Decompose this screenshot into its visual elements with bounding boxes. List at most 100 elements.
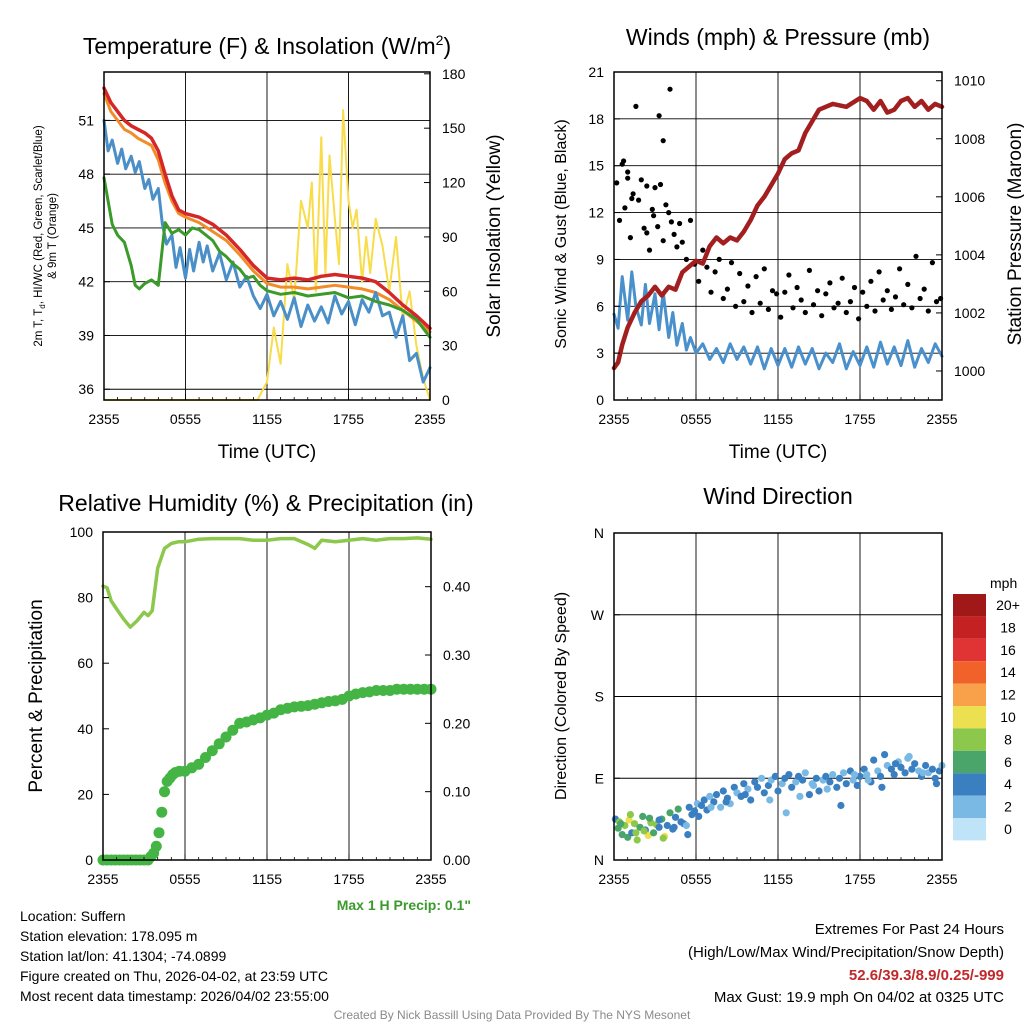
wind-direction-point [778, 780, 786, 788]
colorbar-label: 14 [1000, 664, 1016, 680]
y-tick-label: 100 [70, 524, 94, 540]
x-tick-label: 1155 [252, 871, 282, 887]
gust-point [663, 202, 669, 208]
y-tick-label: N [594, 852, 604, 868]
precip-point [159, 786, 170, 798]
gust-point [765, 306, 772, 312]
y2-tick-label: 120 [442, 175, 466, 191]
wind-direction-ticks: 2355 0555 1155 1755 2355 N E S W N [591, 525, 958, 887]
wind-direction-point [829, 771, 837, 779]
temp-ticks: 2355 0555 1155 1755 2355 36 39 42 45 48 51 0 30 60 90 1… [78, 66, 465, 427]
gust-point [741, 299, 747, 305]
colorbar-label: 6 [1004, 754, 1012, 770]
station-info: Location: Suffern Station elevation: 178… [20, 906, 329, 1006]
wind-direction-point [842, 780, 850, 788]
gust-point [790, 305, 796, 311]
gust-point [630, 191, 636, 197]
extremes-subtitle: (High/Low/Max Wind/Precipitation/Snow De… [688, 944, 1004, 961]
x-tick-label: 2355 [598, 871, 629, 887]
winds-title: Winds (mph) & Pressure (mb) [626, 24, 930, 50]
y2-tick-label: 0.40 [443, 579, 470, 595]
gust-point [677, 220, 683, 227]
wind-direction-point [919, 769, 927, 777]
wind-direction-point [659, 834, 667, 842]
wind-direction-point [782, 809, 790, 817]
gust-point [868, 278, 874, 284]
wind-direction-grid [613, 532, 943, 861]
wind-direction-point [684, 831, 692, 839]
y2-tick-label: 1010 [954, 73, 985, 89]
wind-direction-point [935, 767, 943, 775]
gust-point [802, 309, 808, 316]
location-line: Location: Suffern [20, 908, 126, 924]
precip-point [220, 731, 232, 743]
precip-point [213, 738, 225, 750]
gust-point [646, 247, 653, 253]
wind-direction-point [840, 769, 848, 777]
wind-direction-point [860, 765, 868, 773]
gust-point [753, 274, 759, 280]
wind-direction-point [730, 783, 738, 791]
series-line-relative-humidity [101, 536, 433, 629]
gust-point [913, 253, 919, 259]
gust-point [864, 303, 870, 309]
temp-grid [103, 72, 431, 400]
y-tick-label: 45 [78, 220, 94, 236]
y-tick-label: 42 [78, 274, 94, 290]
gust-point [815, 288, 821, 294]
wind-direction-point [863, 771, 871, 779]
y2-tick-label: 0 [442, 392, 450, 408]
gust-point [636, 197, 642, 203]
wind-direction-point [931, 774, 939, 782]
wind-direction-point [633, 836, 641, 844]
wind-direction-point [887, 765, 896, 773]
gust-point [843, 309, 849, 316]
temp-ylabel-line2: & 9m T (Orange) [47, 193, 59, 279]
wind-direction-point [785, 771, 793, 779]
wind-direction-point [801, 769, 809, 777]
y2-tick-label: 0.30 [443, 647, 470, 663]
wind-direction-point [710, 798, 718, 806]
gust-point [649, 206, 655, 212]
gust-point [696, 278, 702, 284]
wind-direction-point [618, 831, 626, 839]
y-tick-label: 0 [596, 392, 604, 408]
y2-tick-label: 180 [442, 66, 466, 82]
wind-direction-point [760, 789, 768, 797]
wind-direction-point [655, 823, 663, 831]
wind-direction-point [932, 780, 941, 788]
gust-point [671, 231, 677, 237]
y2-tick-label: 30 [442, 338, 458, 354]
y-tick-label: 0 [85, 852, 93, 868]
gust-point [652, 185, 658, 191]
humidity-grid [102, 532, 432, 860]
colorbar-label: 8 [1004, 731, 1012, 747]
wind-direction-point [691, 807, 699, 815]
gust-point [827, 280, 833, 286]
gust-point [897, 266, 903, 272]
y2-tick-label: 150 [442, 120, 466, 136]
wind-direction-point [788, 783, 796, 791]
temp-ylabel-line1: 2m T, Td, HI/WC (Red, Green, Scarlet/Blu… [33, 125, 47, 346]
latlon-line: Station lat/lon: 41.1304; -74.0899 [20, 948, 227, 964]
wind-direction-point [758, 774, 766, 782]
created-line: Figure created on Thu, 2026-04-02, at 23… [20, 968, 328, 984]
colorbar-label: 20+ [996, 597, 1020, 613]
gust-point [929, 260, 936, 266]
gust-point [627, 235, 634, 241]
wind-direction-point [766, 796, 774, 804]
y-tick-label: 40 [77, 721, 93, 737]
wind-direction-point [837, 801, 845, 810]
colorbar-swatch [953, 683, 986, 706]
wind-direction-point [850, 771, 859, 779]
x-tick-label: 0555 [680, 411, 711, 427]
wind-direction-point [747, 796, 755, 804]
wind-direction-point [671, 813, 680, 821]
wind-direction-point [805, 791, 814, 799]
wind-direction-point [890, 771, 898, 779]
wind-direction-point [707, 803, 715, 811]
y2-tick-label: 1002 [954, 305, 985, 321]
x-tick-label: 2355 [926, 411, 957, 427]
wind-direction-point [812, 774, 820, 782]
gust-point [625, 169, 631, 175]
